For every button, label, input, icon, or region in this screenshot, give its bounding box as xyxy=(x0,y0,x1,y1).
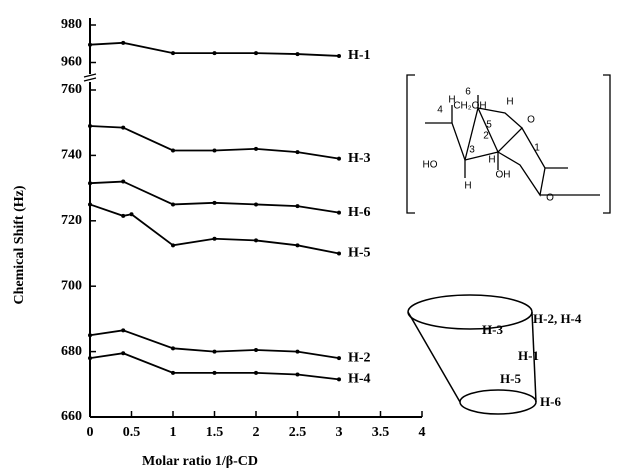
data-point xyxy=(254,348,258,352)
data-point xyxy=(171,202,175,206)
x-tick-label: 4 xyxy=(419,425,426,440)
data-point xyxy=(121,328,125,332)
y-tick-label: 680 xyxy=(61,344,82,359)
data-point xyxy=(213,51,217,55)
data-point xyxy=(296,52,300,56)
data-point xyxy=(337,356,341,360)
series-line xyxy=(90,353,339,379)
x-tick-label: 1.5 xyxy=(206,425,224,440)
data-point xyxy=(213,201,217,205)
molecule-label: 6 xyxy=(465,87,471,98)
data-point xyxy=(254,51,258,55)
molecule-label: H xyxy=(464,181,471,192)
y-tick-label: 660 xyxy=(61,409,82,424)
series-label: H-2 xyxy=(348,350,371,365)
data-point xyxy=(337,54,341,58)
series-line xyxy=(90,204,339,253)
x-tick-label: 2.5 xyxy=(289,425,307,440)
data-point xyxy=(121,126,125,130)
y-tick-label: 700 xyxy=(61,278,82,293)
series-label: H-1 xyxy=(348,48,371,63)
y-tick-label: 760 xyxy=(61,82,82,97)
axis-break xyxy=(84,74,96,81)
data-point xyxy=(296,150,300,154)
data-point xyxy=(296,204,300,208)
data-point xyxy=(171,51,175,55)
data-point xyxy=(88,356,92,360)
molecule-label: CH₂OH xyxy=(453,101,486,112)
molecule-label: H xyxy=(506,97,513,108)
data-point xyxy=(171,371,175,375)
molecule-label: 4 xyxy=(437,105,443,116)
x-tick-label: 0 xyxy=(87,425,94,440)
data-point xyxy=(337,252,341,256)
molecule-label: 1 xyxy=(534,143,540,154)
data-point xyxy=(254,238,258,242)
x-tick-label: 3.5 xyxy=(372,425,390,440)
data-point xyxy=(213,237,217,241)
x-tick-label: 1 xyxy=(170,425,177,440)
x-tick-label: 2 xyxy=(253,425,260,440)
chart: Molar ratio 1/β-CD Chemical Shift (Hz) 9… xyxy=(0,0,626,473)
series-label: H-6 xyxy=(348,205,371,220)
data-point xyxy=(88,202,92,206)
data-point xyxy=(171,243,175,247)
data-point xyxy=(296,350,300,354)
x-tick-label: 3 xyxy=(336,425,343,440)
data-point xyxy=(171,148,175,152)
data-point xyxy=(296,372,300,376)
data-point xyxy=(171,346,175,350)
data-point xyxy=(213,371,217,375)
data-point xyxy=(88,333,92,337)
x-tick-label: 0.5 xyxy=(123,425,141,440)
x-axis-title: Molar ratio 1/β-CD xyxy=(142,454,258,469)
molecule-label: O xyxy=(527,115,535,126)
molecule-label: H xyxy=(488,155,495,166)
data-point xyxy=(254,147,258,151)
data-point xyxy=(121,41,125,45)
cone-label: H-3 xyxy=(482,322,503,337)
data-point xyxy=(121,214,125,218)
data-point xyxy=(121,180,125,184)
data-point xyxy=(254,202,258,206)
molecule-label: O xyxy=(546,193,554,204)
data-point xyxy=(213,350,217,354)
molecule-label: HO xyxy=(423,160,438,171)
series-line xyxy=(90,126,339,159)
cone xyxy=(408,295,536,414)
cone-label: H-5 xyxy=(500,371,521,386)
molecule-label: OH xyxy=(496,170,511,181)
molecule-label: H xyxy=(448,95,455,106)
data-point xyxy=(337,157,341,161)
series-label: H-4 xyxy=(348,372,371,387)
y-tick-label: 740 xyxy=(61,148,82,163)
cone-label: H-6 xyxy=(540,394,561,409)
series-line xyxy=(90,182,339,213)
series-label: H-5 xyxy=(348,246,371,261)
data-point xyxy=(337,377,341,381)
cone-label: H-1 xyxy=(518,348,539,363)
data-point xyxy=(88,181,92,185)
y-tick-label: 720 xyxy=(61,213,82,228)
y-tick-label: 960 xyxy=(61,55,82,70)
molecule-label: 5 xyxy=(486,120,492,131)
data-point xyxy=(254,371,258,375)
cone-label: H-2, H-4 xyxy=(533,311,582,326)
data-point xyxy=(213,148,217,152)
y-tick-label: 980 xyxy=(61,17,82,32)
series-label: H-3 xyxy=(348,151,371,166)
data-point xyxy=(121,351,125,355)
data-point xyxy=(88,43,92,47)
data-point xyxy=(88,124,92,128)
molecule-label: 2 xyxy=(483,131,489,142)
y-axis-title: Chemical Shift (Hz) xyxy=(12,185,27,304)
data-point xyxy=(130,212,134,216)
molecule-label: 3 xyxy=(469,145,475,156)
data-point xyxy=(337,211,341,215)
data-point xyxy=(296,243,300,247)
